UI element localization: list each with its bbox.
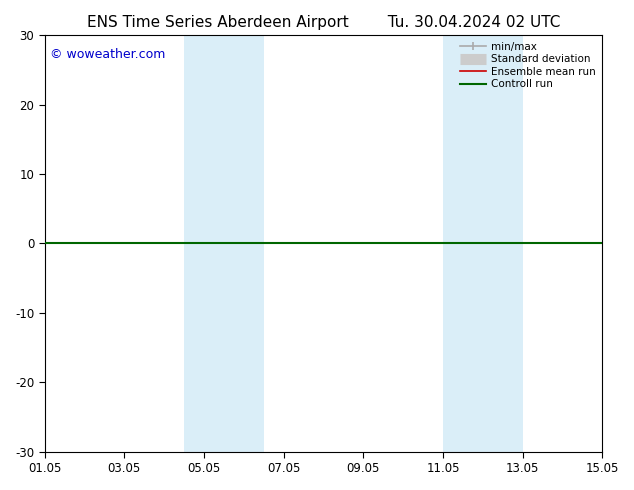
Title: ENS Time Series Aberdeen Airport        Tu. 30.04.2024 02 UTC: ENS Time Series Aberdeen Airport Tu. 30.… — [87, 15, 560, 30]
Bar — [443, 35, 522, 452]
Bar — [184, 35, 264, 452]
Text: © woweather.com: © woweather.com — [50, 48, 165, 61]
Legend: min/max, Standard deviation, Ensemble mean run, Controll run: min/max, Standard deviation, Ensemble me… — [456, 37, 600, 94]
